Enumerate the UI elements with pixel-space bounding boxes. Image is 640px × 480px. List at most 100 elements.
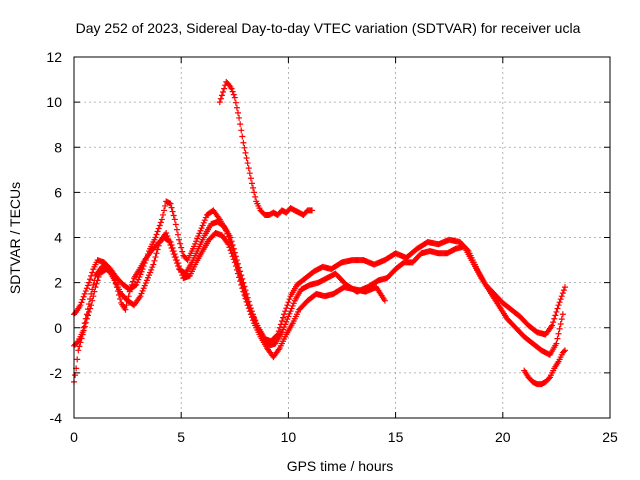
data-point [146, 272, 153, 279]
data-point [243, 154, 250, 161]
data-point [250, 317, 257, 324]
data-point [157, 219, 164, 226]
series-track-4 [216, 78, 315, 218]
y-axis-label: SDTVAR / TECUs [7, 182, 23, 294]
data-point [173, 226, 180, 233]
data-point [199, 222, 206, 229]
data-point [122, 306, 129, 313]
data-point [241, 144, 248, 151]
data-point [111, 277, 118, 284]
data-point [171, 251, 178, 258]
data-point [144, 274, 151, 281]
data-point [198, 225, 205, 232]
data-point [84, 282, 91, 289]
data-point [251, 189, 258, 196]
data-point [233, 104, 240, 111]
grid-lines [74, 57, 610, 418]
data-point [108, 269, 115, 276]
data-point [90, 293, 97, 300]
data-point [550, 319, 557, 326]
data-point [559, 311, 566, 318]
data-point [154, 228, 161, 235]
data-point [287, 308, 294, 315]
data-point [176, 263, 183, 270]
data-point [242, 295, 249, 302]
data-point [231, 249, 238, 256]
data-point [555, 330, 562, 337]
data-point [173, 257, 180, 264]
data-point [92, 284, 99, 291]
data-point [239, 133, 246, 140]
x-tick-label: 20 [495, 429, 511, 445]
data-point [241, 292, 248, 299]
data-point [553, 308, 560, 315]
data-point [229, 88, 236, 95]
data-point [554, 335, 561, 342]
data-point [284, 316, 291, 323]
data-point [278, 317, 285, 324]
data-point [167, 200, 174, 207]
x-axis-label: GPS time / hours [287, 458, 394, 474]
data-point [155, 225, 162, 232]
data-point [193, 238, 200, 245]
y-tick-label: -2 [50, 365, 63, 381]
data-point [247, 175, 254, 182]
data-point [196, 230, 203, 237]
data-point [556, 299, 563, 306]
data-point [197, 227, 204, 234]
data-point [139, 287, 146, 294]
data-point [558, 293, 565, 300]
data-point [86, 279, 93, 286]
data-point [113, 284, 120, 291]
data-point [216, 99, 223, 106]
data-point [230, 91, 237, 98]
data-point [238, 127, 245, 134]
data-point [158, 216, 165, 223]
data-point [171, 216, 178, 223]
data-point [166, 238, 173, 245]
data-point [235, 109, 242, 116]
data-point [288, 305, 295, 312]
data-point [172, 221, 179, 228]
data-point [114, 288, 121, 295]
data-point [88, 302, 95, 309]
data-point [275, 328, 282, 335]
data-point [221, 85, 228, 92]
data-point [167, 239, 174, 246]
data-point [110, 273, 117, 280]
data-point [227, 247, 234, 254]
data-point [228, 85, 235, 92]
data-point [126, 288, 133, 295]
data-point [231, 259, 238, 266]
data-point [230, 256, 237, 263]
data-point [178, 244, 185, 251]
data-point [112, 280, 119, 287]
x-tick-label: 0 [70, 429, 78, 445]
data-point [232, 263, 239, 270]
x-tick-label: 25 [602, 429, 618, 445]
data-point [80, 327, 87, 334]
data-point [74, 356, 81, 363]
data-point [150, 261, 157, 268]
data-point [162, 202, 169, 209]
data-point [174, 260, 181, 267]
data-point [281, 311, 288, 318]
data-point [125, 293, 132, 300]
data-point [159, 211, 166, 218]
data-point [124, 297, 131, 304]
data-point [95, 273, 102, 280]
data-point [246, 308, 253, 315]
data-point [148, 266, 155, 273]
data-point [237, 278, 244, 285]
chart-title: Day 252 of 2023, Sidereal Day-to-day VTE… [76, 20, 581, 36]
data-point [134, 279, 141, 286]
data-point [245, 305, 252, 312]
data-point [176, 236, 183, 243]
data-point [552, 312, 559, 319]
data-point [252, 193, 259, 200]
data-point [82, 288, 89, 295]
y-tick-label: 12 [46, 49, 62, 65]
data-point [129, 278, 136, 285]
data-point [177, 240, 184, 247]
data-point [290, 300, 297, 307]
